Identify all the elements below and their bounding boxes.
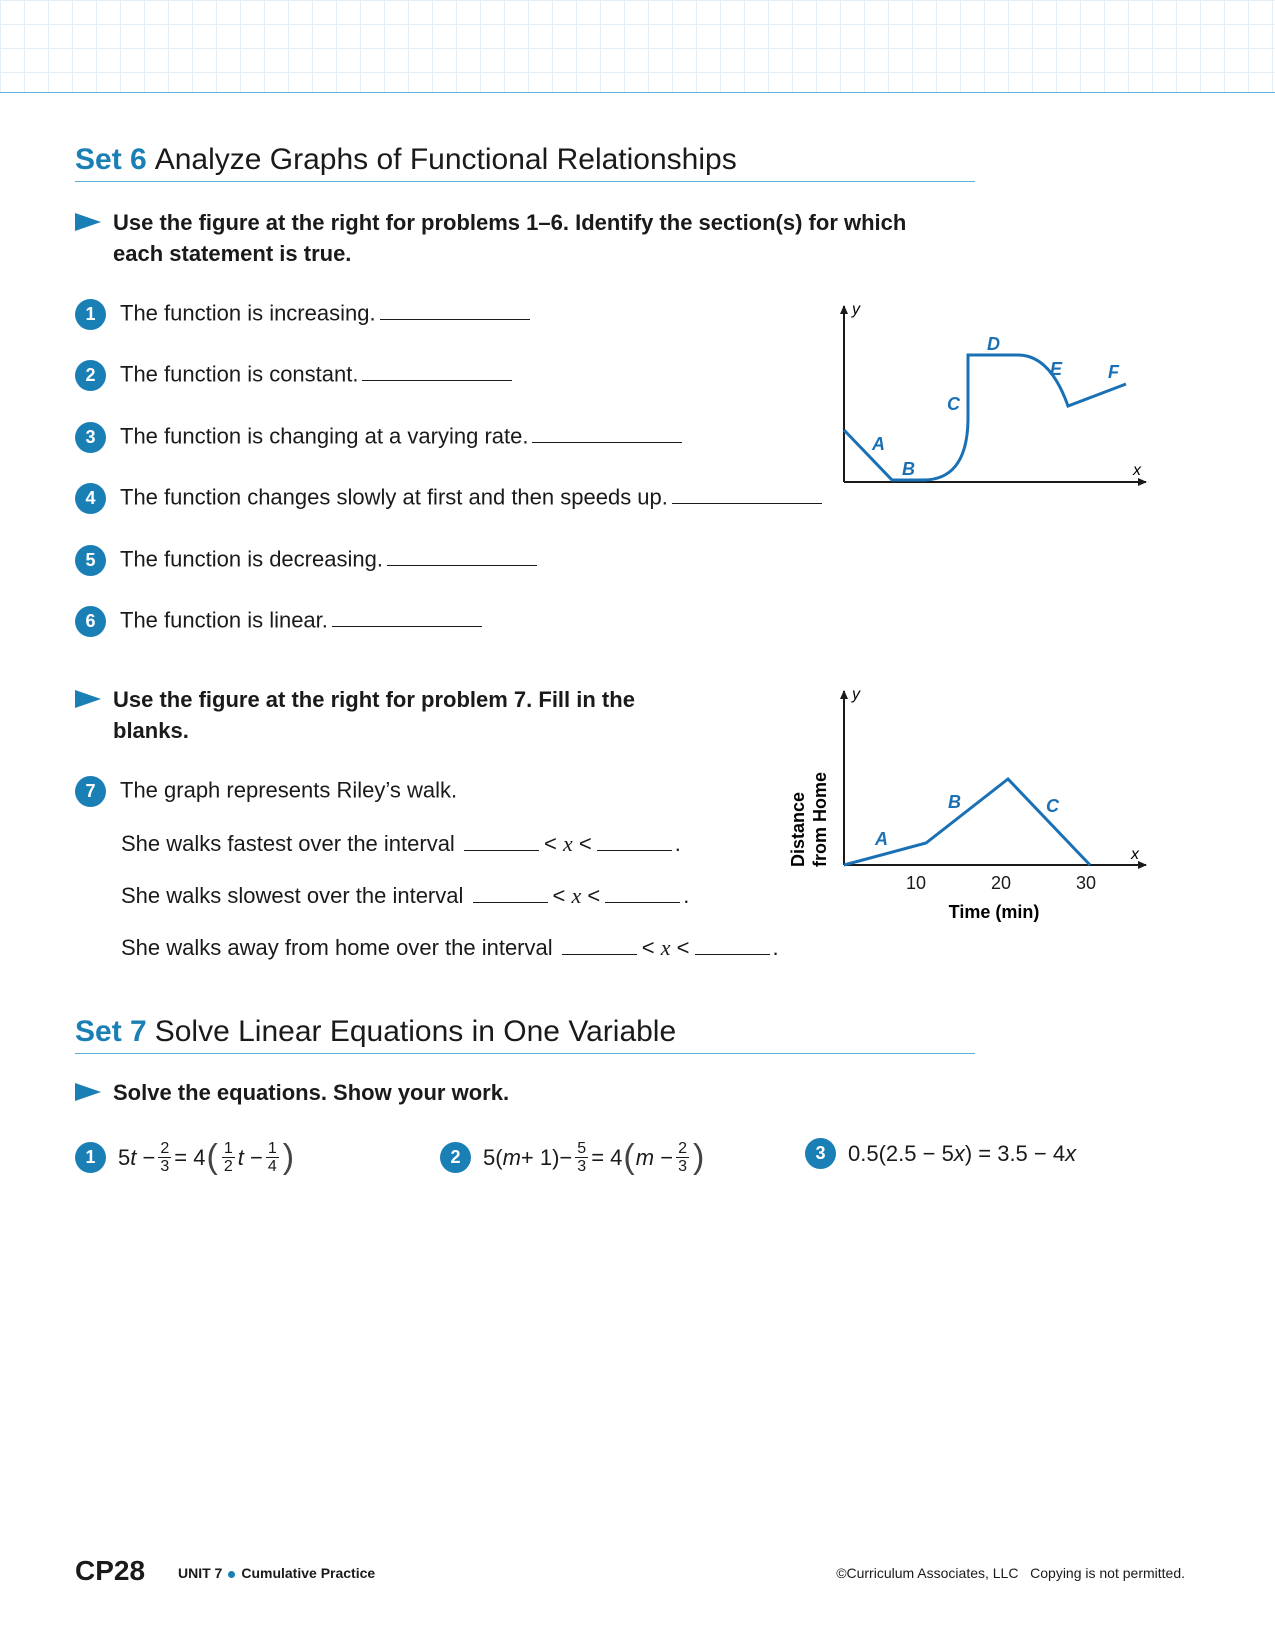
- x-axis-label: x: [1132, 462, 1142, 479]
- answer-blank[interactable]: [463, 832, 539, 851]
- section-d-label: D: [987, 334, 1000, 354]
- y-axis-title-line2: from Home: [810, 772, 830, 867]
- set6-heading: Set 6 Analyze Graphs of Functional Relati…: [75, 143, 975, 182]
- arrow-icon: [75, 690, 101, 708]
- answer-blank[interactable]: [694, 936, 770, 955]
- answer-blank[interactable]: [596, 832, 672, 851]
- problem7-line-away: She walks away from home over the interv…: [121, 935, 779, 960]
- set7-heading: Set 7 Solve Linear Equations in One Varia…: [75, 1015, 975, 1054]
- answer-blank[interactable]: [532, 424, 683, 444]
- answer-blank[interactable]: [386, 547, 537, 567]
- problem-2: 2 The function is constant.: [75, 360, 513, 391]
- answer-blank[interactable]: [561, 936, 637, 955]
- function-curve: [842, 353, 1127, 482]
- y-axis-label: y: [851, 301, 861, 318]
- unit-label: UNIT 7 Cumulative Practice: [178, 1565, 376, 1581]
- answer-blank[interactable]: [605, 884, 681, 903]
- section-c-label: C: [947, 394, 961, 414]
- x-axis-label: x: [1130, 846, 1140, 863]
- answer-blank[interactable]: [362, 362, 513, 382]
- tick-label: 30: [1076, 873, 1096, 893]
- set6-instruction2: Use the figure at the right for problem …: [75, 684, 673, 746]
- problem7-line-slowest: She walks slowest over the interval < x …: [121, 883, 690, 908]
- section-e-label: E: [1050, 359, 1063, 379]
- set6-label: Set 6: [75, 143, 147, 176]
- set7-title: Solve Linear Equations in One Variable: [154, 1015, 677, 1048]
- set6-title: Analyze Graphs of Functional Relationshi…: [154, 143, 737, 176]
- problem-1: 1 The function is increasing.: [75, 299, 530, 330]
- section-c-label: C: [1046, 796, 1060, 816]
- problem-6: 6 The function is linear.: [75, 606, 482, 637]
- y-axis-label: y: [851, 686, 861, 703]
- section-f-label: F: [1108, 362, 1120, 382]
- set7-label: Set 7: [75, 1015, 147, 1048]
- arrow-icon: [75, 213, 101, 231]
- arrow-icon: [75, 1083, 101, 1101]
- grid-header-band: [0, 0, 1275, 93]
- page-footer: CP28 UNIT 7 Cumulative Practice ©Curricul…: [75, 1555, 1185, 1587]
- tick-label: 10: [906, 873, 926, 893]
- x-axis-title: Time (min): [949, 902, 1040, 922]
- section-b-label: B: [948, 792, 961, 812]
- tick-label: 20: [991, 873, 1011, 893]
- bullet-icon: [228, 1570, 236, 1578]
- answer-blank[interactable]: [379, 301, 530, 321]
- section-b-label: B: [902, 459, 915, 479]
- copyright: ©Curriculum Associates, LLC Copying is n…: [836, 1565, 1185, 1581]
- riley-walk-graph: y x 10 20 30 Time (min) Distance from Ho…: [788, 686, 1147, 922]
- problem-4: 4 The function changes slowly at first an…: [75, 483, 822, 514]
- problem-3: 3 The function is changing at a varying r…: [75, 422, 683, 453]
- function-sections-graph: y x A B C D E F: [840, 301, 1147, 486]
- answer-blank[interactable]: [671, 485, 822, 505]
- set7-instruction: Solve the equations. Show your work.: [75, 1077, 953, 1108]
- walk-line: [843, 776, 1092, 867]
- answer-blank[interactable]: [472, 884, 548, 903]
- problem-5: 5 The function is decreasing.: [75, 545, 537, 576]
- answer-blank[interactable]: [331, 608, 482, 628]
- y-axis-title-line1: Distance: [788, 792, 808, 867]
- set6-instruction1: Use the figure at the right for problems…: [75, 207, 953, 269]
- section-a-label: A: [874, 829, 888, 849]
- page-number: CP28: [75, 1555, 146, 1586]
- problem-7: 7 The graph represents Riley’s walk.: [75, 776, 457, 807]
- section-a-label: A: [871, 434, 885, 454]
- problem7-line-fastest: She walks fastest over the interval < x …: [121, 831, 681, 856]
